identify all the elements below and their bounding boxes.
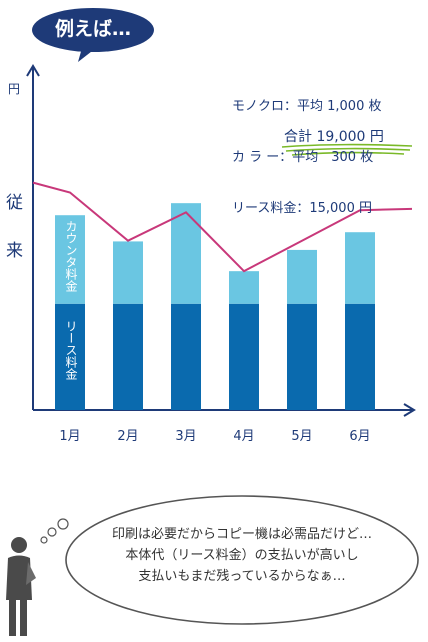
total-underline	[281, 143, 413, 156]
x-axis-arrow	[403, 403, 416, 417]
thought-bubble	[40, 495, 419, 625]
bubble-line-1: 印刷は必要だからコピー機は必需品だけど…	[111, 527, 372, 542]
badge-shape	[32, 8, 154, 62]
bubble-line-2: 本体代（リース料金）の支払いが高いし	[125, 548, 359, 563]
x-tick-label: 1月	[59, 429, 80, 444]
lease-bar-2	[113, 303, 143, 410]
lease-bar-3	[171, 303, 201, 410]
x-tick-label: 2月	[117, 429, 138, 444]
counter-bar-2	[113, 241, 143, 304]
counter-bar-label: カウンタ料金	[64, 220, 78, 292]
info-block: モノクロ：平均 1,000 枚 カ ラ ー：平均 300 枚 リース料金：15,…	[232, 64, 381, 234]
bars-group	[55, 203, 375, 410]
x-tick-label: 3月	[175, 429, 196, 444]
thinking-person-icon	[6, 537, 36, 636]
side-label-2: 来	[6, 241, 23, 261]
info-line-lease: リース料金：15,000 円	[232, 201, 372, 216]
counter-bar-3	[171, 203, 201, 304]
bubble-line-3: 支払いもまだ残っているからなぁ…	[138, 569, 346, 584]
info-line-color: カ ラ ー：平均 300 枚	[232, 150, 374, 165]
lease-bar-4	[229, 303, 259, 410]
counter-bar-4	[229, 271, 259, 304]
info-line-mono: モノクロ：平均 1,000 枚	[232, 99, 382, 114]
lease-bar-5	[287, 303, 317, 410]
x-tick-labels: 1月 2月 3月 4月 5月 6月	[59, 429, 370, 444]
y-axis-arrow	[26, 64, 40, 77]
x-tick-label: 4月	[233, 429, 254, 444]
lease-bar-1	[55, 303, 85, 410]
x-tick-label: 6月	[349, 429, 370, 444]
total-cost: 合計 19,000 円	[284, 129, 384, 145]
lease-bar-label: リース料金	[64, 320, 78, 380]
badge-title: 例えば…	[54, 18, 131, 40]
y-unit-label: 円	[8, 82, 21, 96]
x-tick-label: 5月	[291, 429, 312, 444]
side-label-1: 従	[6, 193, 23, 213]
counter-bar-6	[345, 232, 375, 304]
counter-bar-1	[55, 215, 85, 304]
cost-line	[32, 181, 413, 273]
counter-bar-5	[287, 249, 317, 304]
lease-bar-6	[345, 303, 375, 410]
